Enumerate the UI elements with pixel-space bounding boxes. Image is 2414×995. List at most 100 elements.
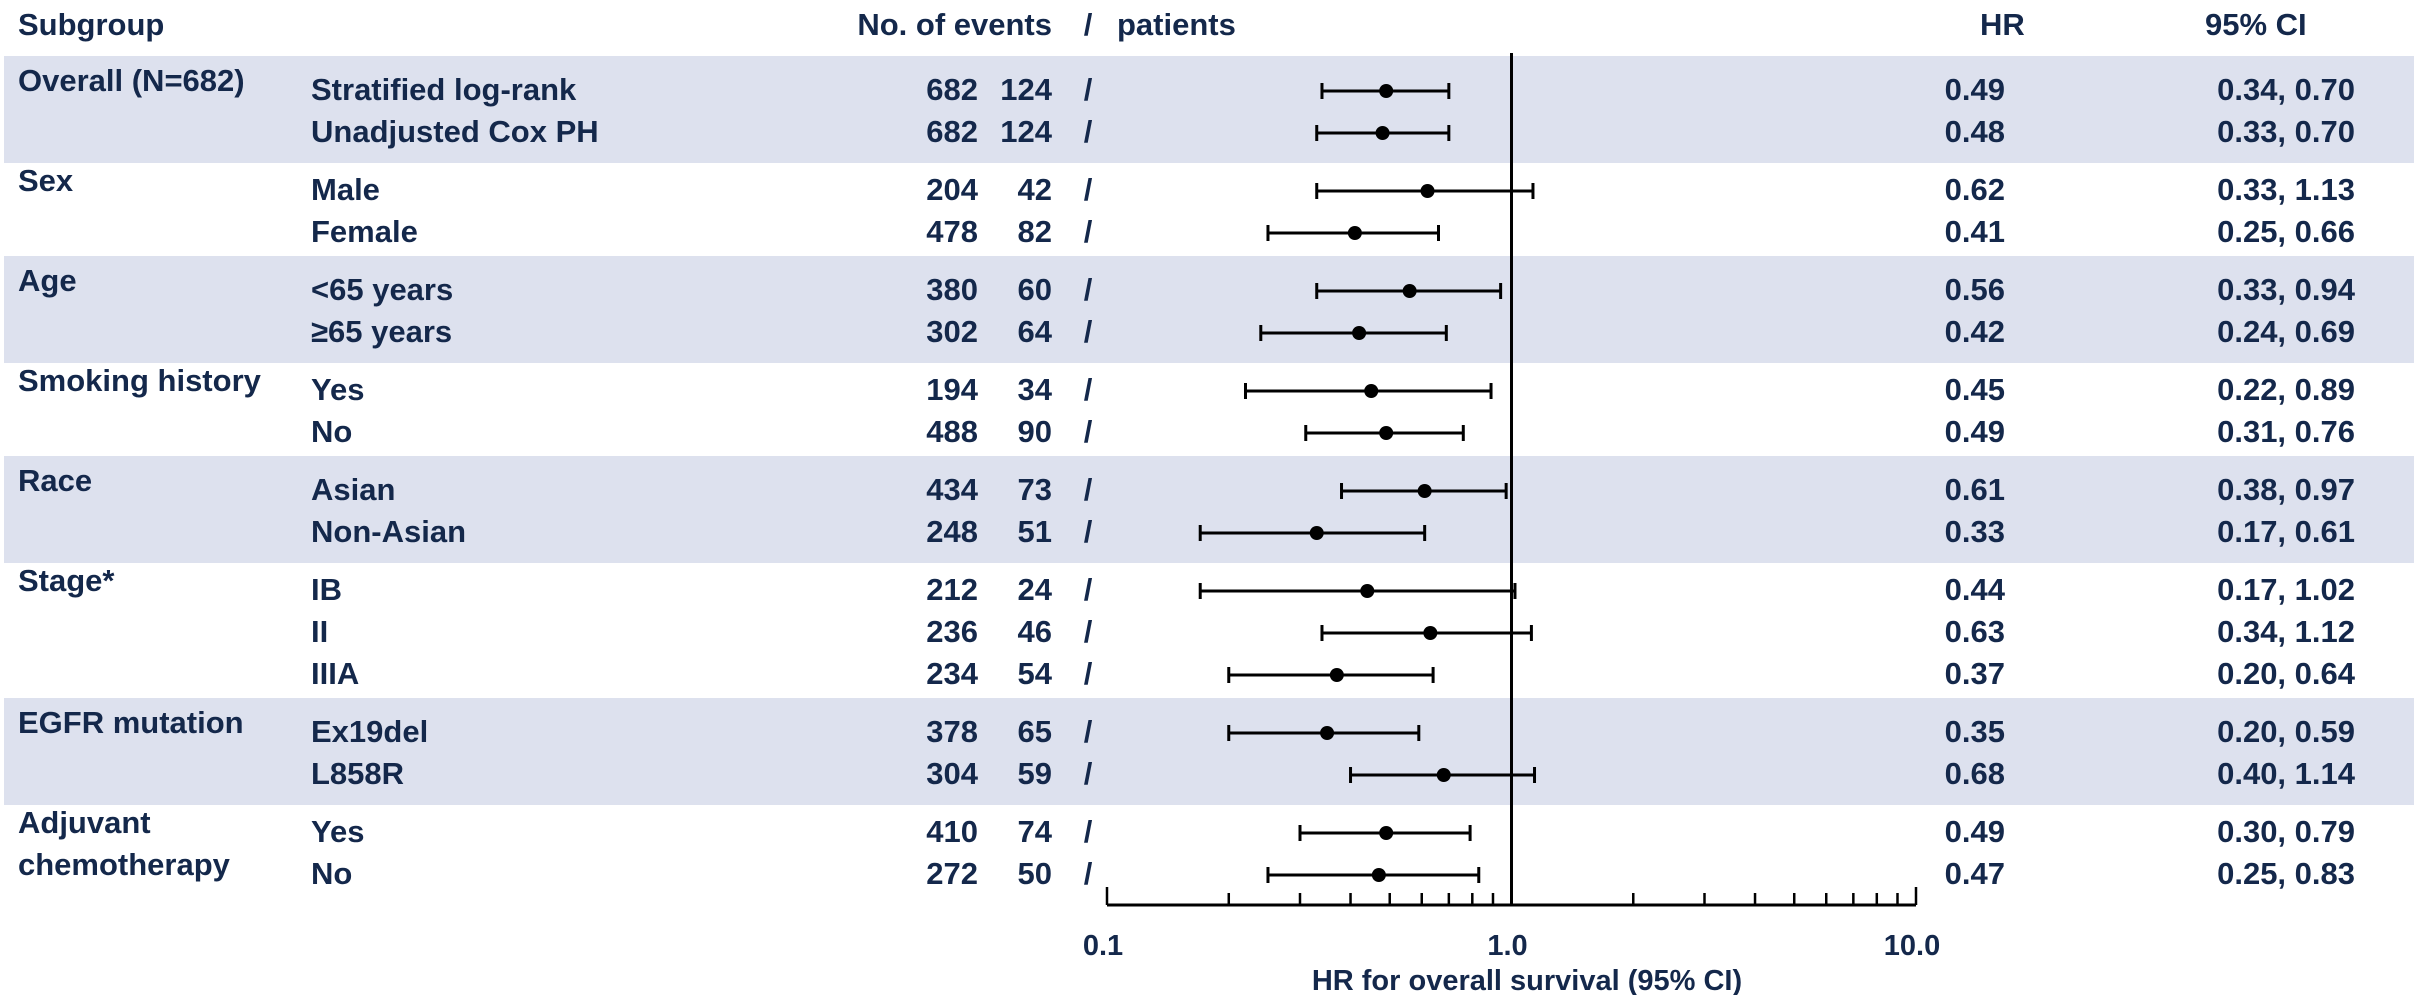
hr-value: 0.48: [1944, 114, 2005, 149]
hr-value: 0.49: [1944, 414, 2005, 449]
ci-value: 0.33, 0.94: [2217, 272, 2355, 307]
row-separator: /: [1083, 314, 1093, 349]
group-label: Age: [18, 263, 77, 298]
row-label: IIIA: [311, 656, 360, 691]
row-label: Female: [311, 214, 418, 249]
ci-value: 0.33, 0.70: [2217, 114, 2355, 149]
row-separator: /: [1083, 714, 1093, 749]
group-label: chemotherapy: [18, 847, 230, 882]
row-label: ≥65 years: [311, 314, 453, 349]
row-separator: /: [1083, 272, 1093, 307]
ci-value: 0.20, 0.64: [2217, 656, 2355, 691]
row-label: No: [311, 414, 353, 449]
header-hr: HR: [1980, 7, 2025, 42]
events-count: 34: [1017, 372, 1052, 407]
events-count: 59: [1017, 756, 1052, 791]
hr-point: [1379, 426, 1394, 440]
events-count: 82: [1017, 214, 1052, 249]
hr-point: [1375, 126, 1390, 140]
hr-value: 0.47: [1944, 856, 2005, 891]
patients-count: 380: [926, 272, 978, 307]
ci-value: 0.17, 1.02: [2217, 572, 2355, 607]
hr-value: 0.45: [1944, 372, 2005, 407]
hr-point: [1379, 826, 1394, 840]
hr-point: [1420, 184, 1435, 198]
row-label: Yes: [311, 814, 365, 849]
ci-value: 0.24, 0.69: [2217, 314, 2355, 349]
hr-value: 0.62: [1944, 172, 2005, 207]
hr-point: [1364, 384, 1379, 398]
header-events: No. of events: [857, 7, 1052, 42]
hr-value: 0.44: [1944, 572, 2005, 607]
row-separator: /: [1083, 572, 1093, 607]
ci-value: 0.20, 0.59: [2217, 714, 2355, 749]
row-separator: /: [1083, 514, 1093, 549]
group-label: Sex: [18, 163, 74, 198]
row-separator: /: [1083, 756, 1093, 791]
hr-point: [1360, 584, 1375, 598]
hr-value: 0.37: [1944, 656, 2005, 691]
hr-point: [1436, 768, 1451, 782]
hr-point: [1329, 668, 1344, 682]
row-label: Yes: [311, 372, 365, 407]
row-separator: /: [1083, 614, 1093, 649]
group-label: EGFR mutation: [18, 705, 244, 740]
patients-count: 478: [926, 214, 978, 249]
group-label: Stage*: [18, 563, 115, 598]
patients-count: 304: [926, 756, 978, 791]
row-band: [4, 698, 2414, 805]
row-separator: /: [1083, 656, 1093, 691]
row-label: Unadjusted Cox PH: [311, 114, 599, 149]
group-label: Overall (N=682): [18, 63, 245, 98]
hr-value: 0.35: [1944, 714, 2005, 749]
row-separator: /: [1083, 172, 1093, 207]
row-band: [4, 56, 2414, 163]
hr-value: 0.63: [1944, 614, 2005, 649]
ci-value: 0.34, 0.70: [2217, 72, 2355, 107]
row-label: Ex19del: [311, 714, 429, 749]
patients-count: 488: [926, 414, 978, 449]
events-count: 46: [1017, 614, 1052, 649]
hr-point: [1347, 226, 1362, 240]
events-count: 90: [1017, 414, 1052, 449]
hr-value: 0.42: [1944, 314, 2005, 349]
hr-value: 0.33: [1944, 514, 2005, 549]
row-separator: /: [1083, 814, 1093, 849]
row-separator: /: [1083, 472, 1093, 507]
patients-count: 236: [926, 614, 978, 649]
hr-point: [1309, 526, 1324, 540]
row-band: [4, 256, 2414, 363]
events-count: 50: [1017, 856, 1052, 891]
patients-count: 194: [926, 372, 978, 407]
patients-count: 682: [926, 72, 978, 107]
hr-point: [1379, 84, 1394, 98]
hr-value: 0.56: [1944, 272, 2005, 307]
hr-value: 0.41: [1944, 214, 2005, 249]
hr-point: [1417, 484, 1432, 498]
row-label: Stratified log-rank: [311, 72, 577, 107]
group-label: Adjuvant: [18, 805, 151, 840]
ci-value: 0.40, 1.14: [2217, 756, 2355, 791]
row-separator: /: [1083, 114, 1093, 149]
patients-count: 272: [926, 856, 978, 891]
hr-value: 0.49: [1944, 814, 2005, 849]
row-separator: /: [1083, 72, 1093, 107]
events-count: 24: [1017, 572, 1052, 607]
events-count: 65: [1017, 714, 1052, 749]
header-ci: 95% CI: [2205, 7, 2307, 42]
row-label: <65 years: [311, 272, 454, 307]
ci-value: 0.25, 0.83: [2217, 856, 2355, 891]
row-label: Male: [311, 172, 380, 207]
header-separator: /: [1083, 7, 1093, 42]
events-count: 124: [1000, 72, 1052, 107]
row-label: II: [311, 614, 329, 649]
ci-value: 0.31, 0.76: [2217, 414, 2355, 449]
group-label: Race: [18, 463, 93, 498]
hr-point: [1423, 626, 1438, 640]
row-band: [4, 456, 2414, 563]
row-label: L858R: [311, 756, 405, 791]
header-patients: patients: [1117, 7, 1236, 42]
events-count: 54: [1017, 656, 1052, 691]
events-count: 51: [1017, 514, 1052, 549]
